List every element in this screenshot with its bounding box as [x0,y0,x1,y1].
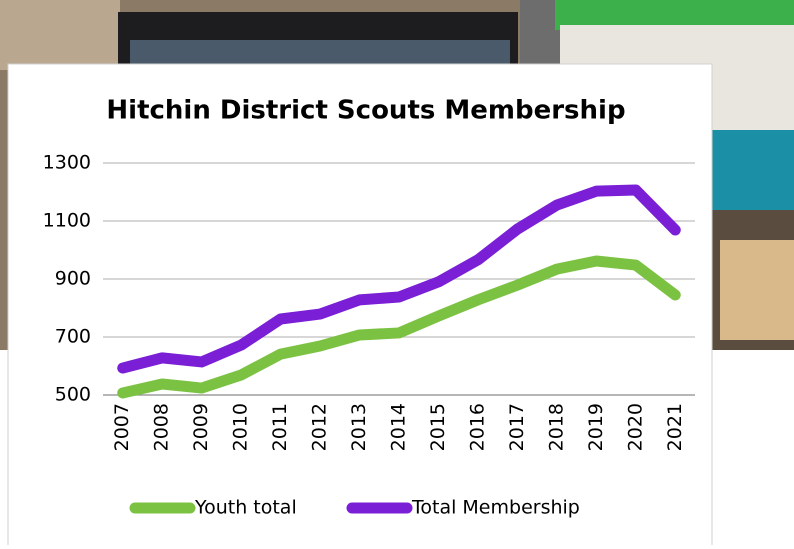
x-tick-label: 2013 [348,403,370,451]
x-tick-label: 2016 [466,403,488,451]
photo-object [520,0,560,70]
x-tick-label: 2010 [230,403,252,451]
x-tick-label: 2017 [506,403,528,451]
chart-title: Hitchin District Scouts Membership [106,96,625,126]
y-tick-label: 500 [55,384,91,406]
x-tick-label: 2014 [388,403,410,451]
x-tick-label: 2018 [545,403,567,451]
y-tick-label: 1300 [43,152,91,174]
x-tick-label: 2011 [269,403,291,451]
photo-wall [0,0,120,70]
chart-area [7,63,713,549]
x-tick-label: 2020 [624,403,646,451]
photo-pizza [720,240,794,340]
x-tick-label: 2007 [111,403,133,451]
y-tick-label: 1100 [43,210,91,232]
legend-label: Youth total [194,497,297,519]
x-tick-label: 2019 [585,403,607,451]
x-tick-label: 2009 [190,403,212,451]
x-tick-label: 2021 [664,403,686,451]
x-tick-label: 2008 [151,403,173,451]
series-line [117,255,681,399]
y-tick-label: 700 [55,326,91,348]
x-tick-label: 2015 [427,403,449,451]
legend-label: Total Membership [411,497,580,519]
series-line [117,184,681,374]
x-tick-label: 2012 [309,403,331,451]
photo-board [700,130,794,210]
y-tick-label: 900 [55,268,91,290]
